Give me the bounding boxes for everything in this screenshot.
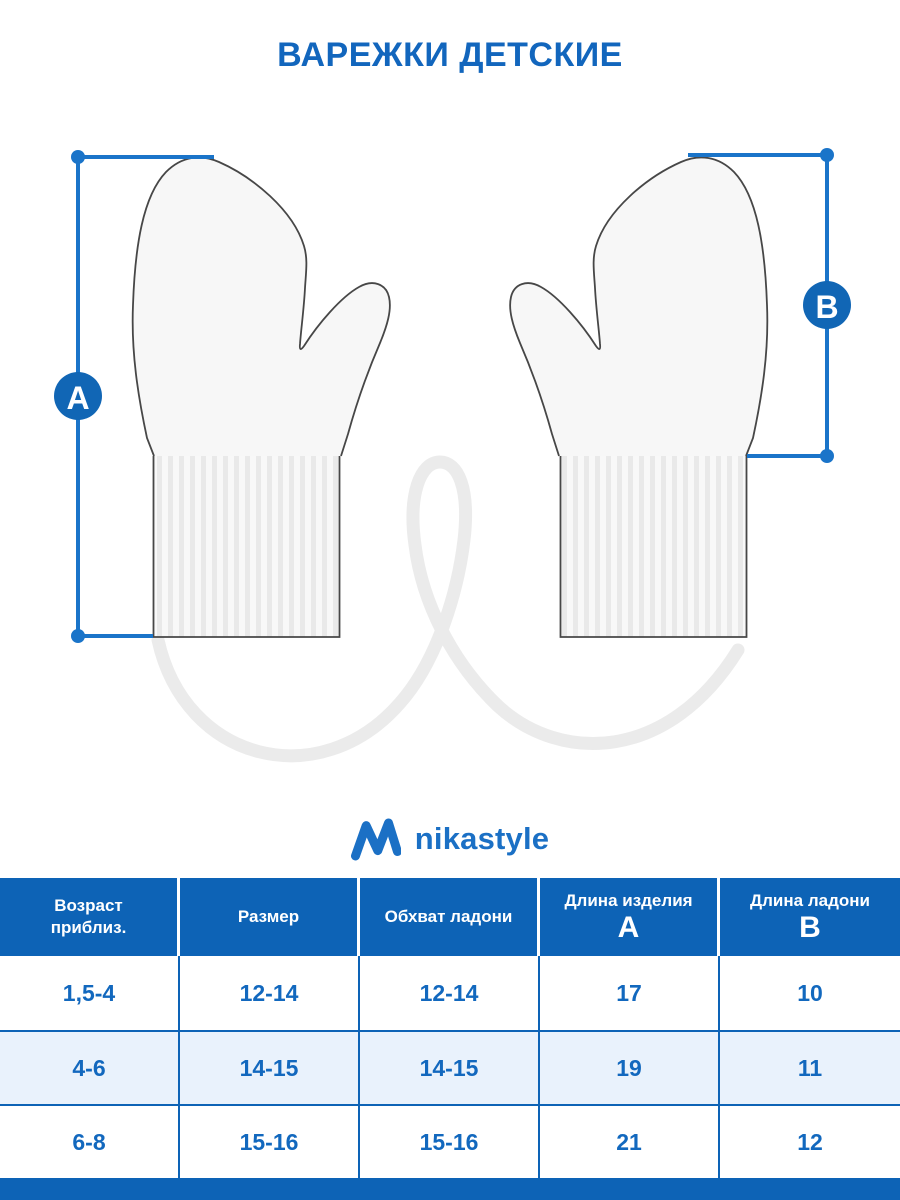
dimension-b: B bbox=[688, 148, 851, 463]
table-cell: 12-14 bbox=[360, 956, 540, 1030]
brand-name: nikastyle bbox=[414, 821, 550, 856]
footer-accent-bar bbox=[0, 1178, 900, 1200]
left-mitten-cuff-outline bbox=[152, 456, 341, 638]
col-header-palm-length: Длина ладони B bbox=[720, 878, 900, 956]
right-mitten-cuff-ribbing bbox=[560, 456, 747, 637]
right-mitten bbox=[509, 156, 769, 638]
right-mitten-cuff-outline bbox=[559, 456, 748, 638]
table-cell: 10 bbox=[720, 956, 900, 1030]
table-cell: 6-8 bbox=[0, 1104, 180, 1178]
dimension-a-label: A bbox=[66, 380, 89, 416]
brand-logo: nikastyle bbox=[0, 800, 900, 878]
table-cell: 19 bbox=[540, 1030, 720, 1104]
table-cell: 14-15 bbox=[180, 1030, 360, 1104]
table-cell: 11 bbox=[720, 1030, 900, 1104]
page-title: ВАРЕЖКИ ДЕТСКИЕ bbox=[277, 35, 623, 74]
mittens-diagram-svg: A B bbox=[54, 148, 851, 763]
col-header-product-length-letter: A bbox=[617, 911, 640, 945]
left-mitten-body bbox=[131, 156, 391, 457]
table-cell: 15-16 bbox=[360, 1104, 540, 1178]
dimension-b-label: B bbox=[815, 289, 838, 325]
col-header-palm-girth-label: Обхват ладони bbox=[384, 906, 513, 926]
table-row: 6-8 15-16 15-16 21 12 bbox=[0, 1104, 900, 1178]
dimension-a: A bbox=[54, 150, 214, 643]
dimension-a-bottom-dot bbox=[71, 629, 85, 643]
size-table-header-row: Возраст приблиз. Размер Обхват ладони Дл… bbox=[0, 878, 900, 956]
col-header-palm-length-label: Длина ладони bbox=[750, 891, 870, 911]
brand-logo-wave-icon bbox=[350, 818, 401, 861]
mitten-cord bbox=[151, 455, 745, 763]
col-header-age-line1: Возраст bbox=[54, 895, 123, 915]
table-row: 1,5-4 12-14 12-14 17 10 bbox=[0, 956, 900, 1030]
table-cell: 14-15 bbox=[360, 1030, 540, 1104]
table-cell: 21 bbox=[540, 1104, 720, 1178]
right-mitten-body bbox=[509, 156, 769, 457]
table-cell: 12-14 bbox=[180, 956, 360, 1030]
size-table: Возраст приблиз. Размер Обхват ладони Дл… bbox=[0, 878, 900, 1178]
dimension-a-top-dot bbox=[71, 150, 85, 164]
col-header-size: Размер bbox=[180, 878, 360, 956]
dimension-b-top-dot bbox=[820, 148, 834, 162]
table-cell: 1,5-4 bbox=[0, 956, 180, 1030]
table-row: 4-6 14-15 14-15 19 11 bbox=[0, 1030, 900, 1104]
col-header-age: Возраст приблиз. bbox=[0, 878, 180, 956]
left-mitten-cuff-ribbing bbox=[153, 456, 340, 637]
page-header: ВАРЕЖКИ ДЕТСКИЕ bbox=[0, 0, 900, 100]
col-header-age-line2: приблиз. bbox=[50, 918, 127, 937]
table-cell: 15-16 bbox=[180, 1104, 360, 1178]
col-header-product-length-label: Длина изделия bbox=[564, 891, 693, 911]
table-cell: 12 bbox=[720, 1104, 900, 1178]
table-cell: 17 bbox=[540, 956, 720, 1030]
dimension-b-badge bbox=[803, 281, 851, 329]
dimension-a-badge bbox=[54, 372, 102, 420]
mittens-diagram: A B bbox=[0, 100, 900, 800]
col-header-size-label: Размер bbox=[237, 906, 300, 926]
col-header-palm-length-letter: B bbox=[799, 911, 821, 945]
left-mitten bbox=[131, 156, 391, 638]
dimension-b-bottom-dot bbox=[820, 449, 834, 463]
table-cell: 4-6 bbox=[0, 1030, 180, 1104]
col-header-product-length: Длина изделия A bbox=[540, 878, 720, 956]
col-header-palm-girth: Обхват ладони bbox=[360, 878, 540, 956]
